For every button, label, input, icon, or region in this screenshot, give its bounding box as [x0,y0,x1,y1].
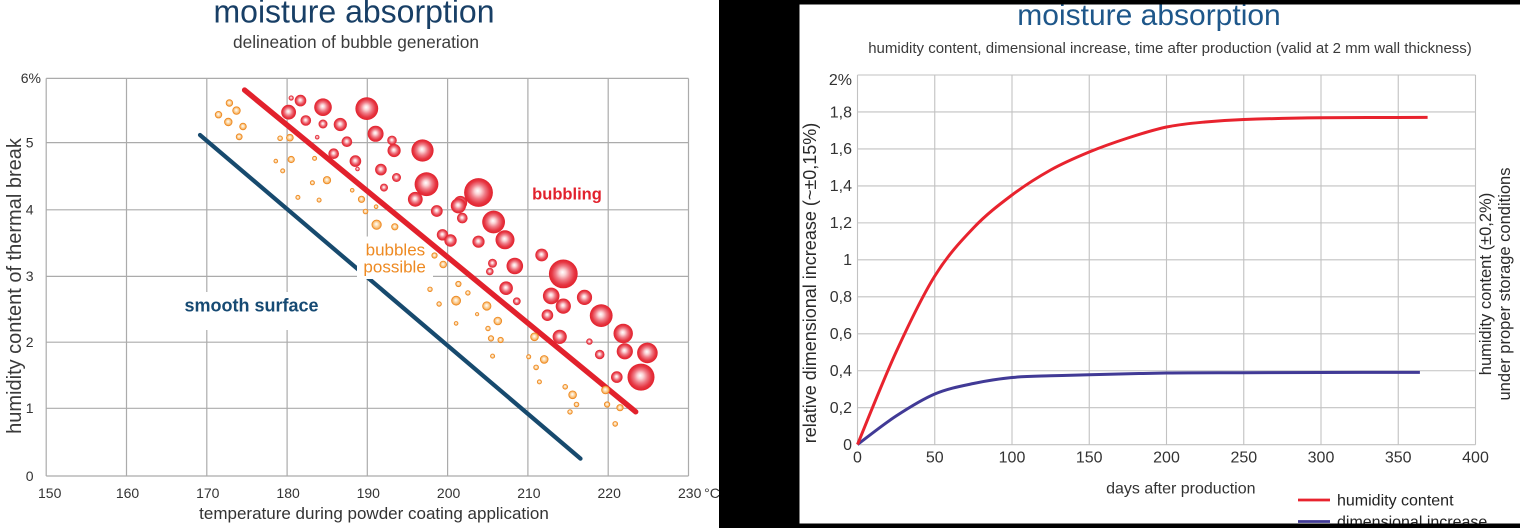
svg-text:1,6: 1,6 [830,141,852,158]
svg-text:50: 50 [926,450,944,467]
svg-text:0: 0 [26,468,34,484]
svg-text:1,4: 1,4 [830,178,852,195]
svg-text:350: 350 [1385,450,1412,467]
svg-text:1: 1 [26,400,34,416]
svg-text:0: 0 [843,437,852,454]
svg-text:300: 300 [1308,450,1335,467]
svg-text:220: 220 [598,485,622,501]
svg-text:bubbling: bubbling [532,186,602,204]
svg-text:4: 4 [26,202,34,218]
svg-text:250: 250 [1230,450,1257,467]
svg-text:possible: possible [363,258,425,277]
svg-text:400: 400 [1462,450,1489,467]
svg-text:smooth surface: smooth surface [184,296,318,316]
svg-text:temperature during powder coat: temperature during powder coating applic… [199,504,549,523]
svg-text:0,8: 0,8 [830,289,852,306]
svg-text:100: 100 [999,450,1026,467]
svg-text:0,6: 0,6 [830,326,852,343]
svg-text:0,2: 0,2 [830,400,852,417]
svg-text:150: 150 [1076,450,1103,467]
svg-text:190: 190 [357,485,381,501]
svg-text:bubbles: bubbles [366,241,426,260]
svg-text:150: 150 [38,485,62,501]
svg-text:humidity content (±0,2%): humidity content (±0,2%) [1477,193,1495,375]
svg-text:200: 200 [1153,450,1180,467]
svg-text:humidity content: humidity content [1337,493,1454,510]
svg-text:1,2: 1,2 [830,215,852,232]
svg-text:1: 1 [843,252,852,269]
svg-text:under proper storage condition: under proper storage conditions [1496,168,1514,401]
svg-text:170: 170 [196,485,220,501]
svg-text:160: 160 [116,485,140,501]
svg-text:210: 210 [517,485,541,501]
svg-text:230 °C: 230 °C [678,485,720,501]
svg-text:180: 180 [276,485,300,501]
svg-text:1,8: 1,8 [830,104,852,121]
svg-text:humidity content, dimensional: humidity content, dimensional increase, … [868,40,1472,57]
svg-text:200: 200 [437,485,461,501]
svg-text:2%: 2% [829,72,852,89]
svg-text:delineation of bubble generati: delineation of bubble generation [233,32,479,52]
svg-text:humidity content of thermal br: humidity content of thermal break [4,137,26,434]
svg-text:5: 5 [26,134,34,150]
svg-text:3: 3 [26,268,34,284]
svg-text:moisture absorption: moisture absorption [1017,0,1280,32]
svg-text:moisture absorption: moisture absorption [213,0,494,30]
svg-text:6%: 6% [21,70,41,86]
svg-text:0,4: 0,4 [830,363,852,380]
svg-text:days after production: days after production [1106,481,1255,498]
svg-text:0: 0 [853,450,862,467]
svg-text:2: 2 [26,334,34,350]
svg-text:relative dimensional increase: relative dimensional increase (~±0,15%) [800,123,820,444]
